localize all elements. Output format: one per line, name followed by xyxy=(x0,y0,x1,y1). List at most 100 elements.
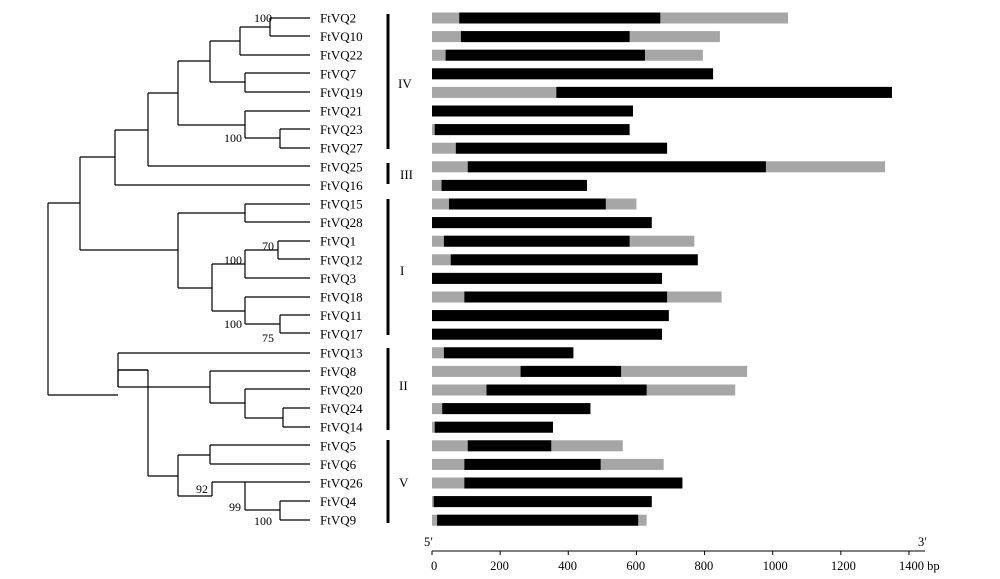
cds-segment xyxy=(460,31,630,43)
gene-structure-ftvq26 xyxy=(432,477,683,489)
five-prime-label: 5′ xyxy=(424,535,433,549)
axis-tick-label: 600 xyxy=(626,559,645,573)
tree-branch xyxy=(209,370,310,404)
gene-structure-ftvq7 xyxy=(432,68,714,80)
gene-structure-ftvq13 xyxy=(432,347,574,359)
length-axis: 5′ 3′ 0 200 400 600 800 1000 1200 1400 bp xyxy=(424,535,940,573)
gene-structure-ftvq8 xyxy=(432,365,748,377)
gene-label: FtVQ22 xyxy=(320,48,363,63)
gene-structure-ftvq12 xyxy=(432,254,698,266)
gene-label: FtVQ11 xyxy=(320,308,362,323)
gene-label: FtVQ5 xyxy=(320,438,356,453)
cds-segment xyxy=(443,347,574,359)
group-label-iv: IV xyxy=(398,76,412,91)
gene-label: FtVQ10 xyxy=(320,29,363,44)
group-label-iii: III xyxy=(400,167,413,182)
gene-structure-ftvq19 xyxy=(432,86,892,98)
tree-branch xyxy=(282,407,310,428)
three-prime-label: 3′ xyxy=(918,535,927,549)
bootstrap-label: 75 xyxy=(262,331,274,345)
gene-label: FtVQ17 xyxy=(320,327,363,342)
gene-structure-ftvq15 xyxy=(432,198,637,210)
axis-ticks: 0 200 400 600 800 1000 1200 1400 bp xyxy=(431,551,940,573)
gene-structure-ftvq6 xyxy=(432,458,664,470)
tree-branch xyxy=(114,129,310,186)
cds-segment xyxy=(445,49,645,61)
gene-structure-ftvq24 xyxy=(432,403,591,415)
tree-branch xyxy=(244,203,310,223)
bootstrap-label: 70 xyxy=(262,239,274,253)
gene-label: FtVQ25 xyxy=(320,159,363,174)
gene-label: FtVQ12 xyxy=(320,252,363,267)
gene-label: FtVQ9 xyxy=(320,513,356,528)
axis-tick-label: 800 xyxy=(695,559,714,573)
group-label-ii: II xyxy=(399,378,408,393)
gene-label: FtVQ1 xyxy=(320,234,356,249)
gene-label: FtVQ18 xyxy=(320,290,363,305)
group-brackets: IV III I II V xyxy=(386,14,413,523)
axis-tick-label: 400 xyxy=(558,559,577,573)
cds-segment xyxy=(464,458,601,470)
axis-tick-label: 200 xyxy=(490,559,509,573)
cds-segment xyxy=(432,68,714,80)
tree-branch xyxy=(269,17,310,37)
gene-structure-ftvq22 xyxy=(432,49,703,61)
gene-label: FtVQ19 xyxy=(320,85,363,100)
gene-structure-ftvq3 xyxy=(432,272,662,284)
gene-structure-ftvq1 xyxy=(432,235,695,247)
cds-segment xyxy=(442,403,591,415)
cds-segment xyxy=(432,272,662,284)
gene-label: FtVQ2 xyxy=(320,11,356,26)
cds-segment xyxy=(432,310,669,322)
gene-label: FtVQ23 xyxy=(320,122,363,137)
bootstrap-label: 99 xyxy=(229,500,241,514)
phylogenetic-tree xyxy=(47,17,310,521)
gene-label: FtVQ15 xyxy=(320,197,363,212)
cds-segment xyxy=(441,179,588,191)
gene-structure-ftvq2 xyxy=(432,12,789,24)
cds-segment xyxy=(437,514,639,526)
bootstrap-label: 100 xyxy=(224,131,242,145)
gene-structure-ftvq5 xyxy=(432,440,623,452)
cds-segment xyxy=(455,142,668,154)
group-label-i: I xyxy=(400,263,404,278)
axis-tick-label: 1400 bp xyxy=(899,559,940,573)
gene-label: FtVQ7 xyxy=(320,66,357,81)
tree-branch xyxy=(244,110,310,139)
cds-segment xyxy=(434,421,553,433)
tree-branch xyxy=(277,240,310,260)
gene-structure-ftvq21 xyxy=(432,105,634,117)
gene-label: FtVQ3 xyxy=(320,271,356,286)
tree-branch xyxy=(279,500,310,521)
gene-structure-ftvq28 xyxy=(432,217,652,229)
cds-segment xyxy=(432,105,634,117)
gene-label: FtVQ26 xyxy=(320,476,363,491)
gene-structure-ftvq4 xyxy=(432,496,652,508)
cds-segment xyxy=(443,235,630,247)
gene-structure-ftvq18 xyxy=(432,291,722,303)
cds-segment xyxy=(467,440,552,452)
gene-structure-ftvq27 xyxy=(432,142,668,154)
cds-segment xyxy=(432,217,652,229)
tree-root-branch xyxy=(47,202,118,396)
tree-branch xyxy=(211,481,245,496)
gene-structure-ftvq11 xyxy=(432,310,669,322)
gene-structure-ftvq16 xyxy=(432,179,588,191)
gene-label: FtVQ20 xyxy=(320,383,363,398)
gene-label: FtVQ16 xyxy=(320,178,363,193)
gene-label: FtVQ14 xyxy=(320,420,363,435)
tree-branch xyxy=(239,26,310,56)
tree-branch xyxy=(244,296,310,325)
gene-label: FtVQ27 xyxy=(320,141,363,156)
cds-segment xyxy=(433,496,652,508)
gene-label: FtVQ24 xyxy=(320,401,363,416)
gene-structure-ftvq23 xyxy=(432,124,630,136)
tree-branch xyxy=(244,72,310,93)
tree-branch xyxy=(279,314,310,334)
axis-tick-label: 0 xyxy=(431,559,437,573)
tree-branch xyxy=(211,263,245,312)
gene-structure-ftvq20 xyxy=(432,384,736,396)
gene-structure-ftvq25 xyxy=(432,161,886,173)
